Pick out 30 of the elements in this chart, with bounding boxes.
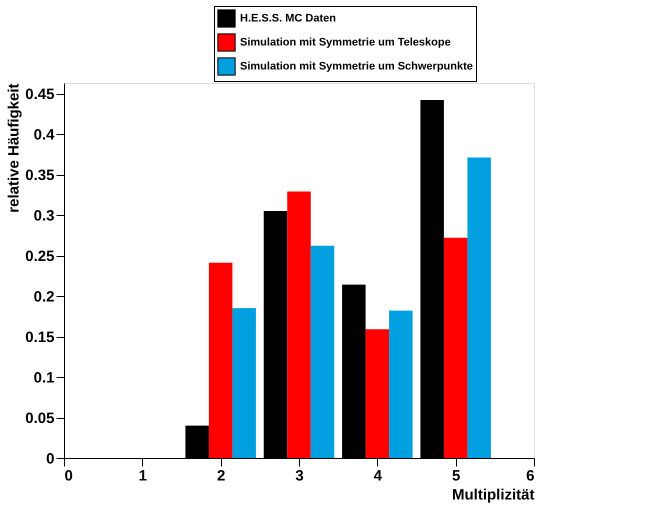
y-tick-label: 0.4 [34, 126, 56, 144]
y-tick-label: 0.15 [25, 329, 54, 346]
bar [444, 238, 468, 458]
bar [208, 262, 232, 458]
y-tick-label: 0.05 [25, 410, 54, 428]
y-axis-title: relative Häufigkeit [5, 84, 22, 213]
y-tick-label: 0.3 [34, 208, 54, 225]
bar [389, 310, 413, 458]
x-tick-label: 5 [452, 468, 460, 484]
x-tick-label: 2 [216, 468, 226, 484]
y-tick-label: 0.45 [25, 86, 54, 104]
x-tick-label: 3 [295, 468, 304, 484]
bar [467, 158, 491, 458]
bar [310, 246, 334, 458]
y-tick-label: 0.35 [25, 167, 54, 184]
y-tick-label: 0.2 [34, 288, 54, 306]
bar [287, 192, 311, 458]
x-tick-label: 0 [64, 468, 73, 484]
legend-label: Simulation mit Symmetrie um Teleskope [240, 36, 451, 48]
legend-label: H.E.S.S. MC Daten [240, 12, 336, 24]
bar [366, 329, 390, 458]
y-tick-label: 0 [46, 450, 54, 468]
legend-label: Simulation mit Symmetrie um Schwerpunkte [240, 60, 473, 72]
y-tick-label: 0.25 [25, 248, 54, 266]
y-tick-label: 0.1 [34, 370, 54, 387]
x-tick-label: 4 [374, 468, 383, 484]
x-tick-label: 6 [526, 468, 534, 484]
x-axis-title: Multiplizität [452, 486, 534, 504]
bar [232, 308, 256, 458]
x-tick-label: 1 [138, 468, 148, 484]
